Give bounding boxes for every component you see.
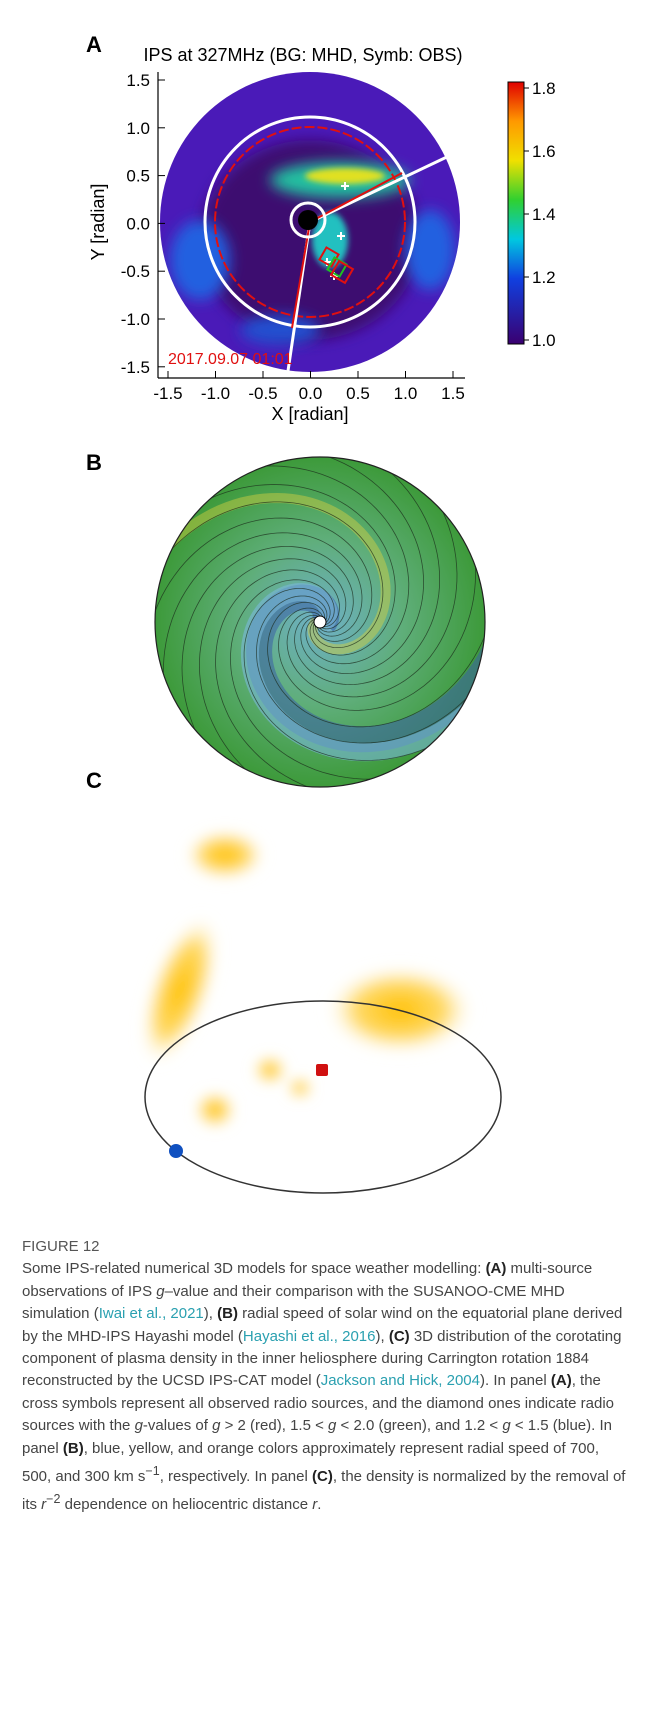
x-tick-label: -1.5 bbox=[153, 384, 182, 403]
y-axis-label: Y [radian] bbox=[88, 184, 108, 261]
sun bbox=[314, 616, 326, 628]
colorbar-label: 1.2 bbox=[532, 268, 556, 287]
text: g bbox=[156, 1283, 164, 1300]
sun bbox=[316, 1064, 328, 1076]
timestamp: 2017.09.07 01:01 bbox=[168, 351, 293, 368]
text: . bbox=[317, 1496, 321, 1513]
caption-heading: FIGURE 12 bbox=[22, 1236, 628, 1258]
colorbar-label: 1.0 bbox=[532, 331, 556, 350]
text: (A) bbox=[486, 1260, 507, 1277]
x-tick-label: -1.0 bbox=[201, 384, 230, 403]
text: , respectively. In panel bbox=[160, 1468, 312, 1485]
x-tick-label: 1.5 bbox=[441, 384, 465, 403]
text: ), bbox=[204, 1305, 217, 1322]
x-tick-label: -0.5 bbox=[248, 384, 277, 403]
caption-text: Some IPS-related numerical 3D models for… bbox=[22, 1258, 628, 1516]
text: -values of bbox=[143, 1417, 212, 1434]
text: (C) bbox=[312, 1468, 333, 1485]
colorbar-label: 1.6 bbox=[532, 142, 556, 161]
text: ). In panel bbox=[480, 1372, 551, 1389]
text: ), bbox=[376, 1328, 389, 1345]
page: A IPS at 327MHz (BG: MHD, Symb: OBS) 201… bbox=[0, 0, 654, 1718]
density-map bbox=[124, 830, 475, 1128]
text: (A) bbox=[551, 1372, 572, 1389]
x-tick-label: 1.0 bbox=[394, 384, 418, 403]
y-tick-label: 0.5 bbox=[126, 167, 150, 186]
text: g bbox=[502, 1417, 510, 1434]
colorbar-label: 1.4 bbox=[532, 205, 556, 224]
link[interactable]: Jackson and Hick, 2004 bbox=[321, 1372, 480, 1389]
figure: A IPS at 327MHz (BG: MHD, Symb: OBS) 201… bbox=[0, 0, 654, 1230]
text: (B) bbox=[63, 1440, 84, 1457]
y-tick-label: -0.5 bbox=[121, 262, 150, 281]
y-tick-label: -1.0 bbox=[121, 310, 150, 329]
text: > 2 (red), 1.5 < bbox=[220, 1417, 328, 1434]
x-tick-label: 0.0 bbox=[299, 384, 323, 403]
link[interactable]: Iwai et al., 2021 bbox=[99, 1305, 204, 1322]
x-axis-label: X [radian] bbox=[271, 404, 348, 424]
sun bbox=[298, 210, 318, 230]
panel-label: B bbox=[86, 450, 102, 475]
panel-label: A bbox=[86, 32, 102, 57]
text: < 2.0 (green), and 1.2 < bbox=[336, 1417, 502, 1434]
y-tick-label: 0.0 bbox=[126, 214, 150, 233]
colorbar bbox=[508, 82, 524, 344]
x-tick-label: 0.5 bbox=[346, 384, 370, 403]
earth bbox=[169, 1144, 183, 1158]
text: Some IPS-related numerical 3D models for… bbox=[22, 1260, 486, 1277]
panel-label: C bbox=[86, 768, 102, 793]
text: −1 bbox=[145, 1464, 159, 1478]
text: (C) bbox=[389, 1328, 410, 1345]
text: g bbox=[135, 1417, 143, 1434]
text: −2 bbox=[46, 1492, 60, 1506]
caption: FIGURE 12 Some IPS-related numerical 3D … bbox=[22, 1236, 628, 1517]
text: dependence on heliocentric distance bbox=[60, 1496, 312, 1513]
colorbar-label: 1.8 bbox=[532, 79, 556, 98]
y-tick-label: -1.5 bbox=[121, 358, 150, 377]
y-tick-label: 1.0 bbox=[126, 119, 150, 138]
y-tick-label: 1.5 bbox=[126, 71, 150, 90]
text: (B) bbox=[217, 1305, 238, 1322]
panel-title: IPS at 327MHz (BG: MHD, Symb: OBS) bbox=[143, 45, 462, 65]
link[interactable]: Hayashi et al., 2016 bbox=[243, 1328, 376, 1345]
